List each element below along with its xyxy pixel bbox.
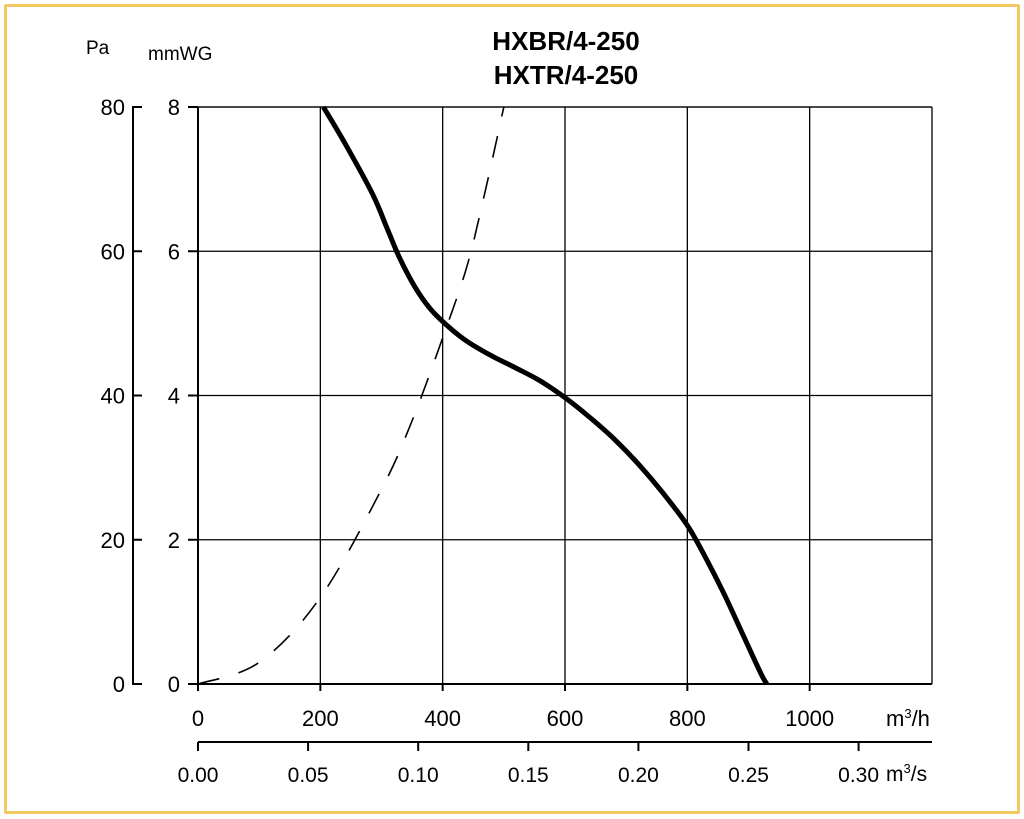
si-tick-label-6: 0.30	[838, 764, 879, 787]
flow-tick-label-3: 600	[547, 706, 584, 731]
chart-title-line-2: HXTR/4-250	[494, 60, 639, 90]
x-flow-unit-superscript: 3	[904, 706, 911, 721]
pa-tick-label-1: 20	[101, 528, 125, 553]
mmwg-tick-label-3: 6	[168, 239, 180, 264]
flow-tick-label-2: 400	[424, 706, 461, 731]
flow-tick-label-0: 0	[192, 706, 204, 731]
pa-tick-label-0: 0	[113, 672, 125, 697]
flow-tick-label-4: 800	[669, 706, 706, 731]
si-tick-label-0: 0.00	[178, 764, 219, 787]
x-si-unit-superscript: 3	[904, 761, 911, 776]
x-si-unit-suffix: /s	[911, 763, 927, 786]
fan-performance-curve	[321, 105, 770, 686]
x-axis-flow-unit: m3/h	[886, 706, 930, 731]
mmwg-tick-label-1: 2	[168, 528, 180, 553]
x-flow-unit-text: m	[886, 706, 904, 731]
flow-tick-label-1: 200	[302, 706, 339, 731]
chart-frame	[4, 4, 1020, 814]
si-tick-label-5: 0.25	[728, 764, 769, 787]
pa-tick-label-4: 80	[101, 95, 125, 120]
si-tick-label-3: 0.15	[508, 764, 549, 787]
si-tick-label-2: 0.10	[398, 764, 439, 787]
system-curve-dashed	[197, 106, 505, 685]
series-layer	[197, 105, 770, 686]
y-axis-pa-label: Pa	[86, 38, 110, 59]
y-axis-mmwg-label: mmWG	[148, 44, 212, 65]
x-flow-unit-suffix: /h	[912, 706, 930, 731]
axes	[132, 106, 933, 751]
x-si-unit-text: m	[886, 763, 904, 786]
pa-tick-label-2: 40	[101, 384, 125, 409]
chart-title-line-1: HXBR/4-250	[492, 26, 639, 56]
si-tick-label-1: 0.05	[288, 764, 329, 787]
pa-tick-label-3: 60	[101, 239, 125, 264]
flow-tick-label-5: 1000	[785, 706, 834, 731]
si-tick-label-4: 0.20	[618, 764, 659, 787]
x-axis-si-unit: m3/s	[886, 761, 927, 786]
mmwg-tick-label-0: 0	[168, 672, 180, 697]
mmwg-tick-label-4: 8	[168, 95, 180, 120]
mmwg-tick-label-2: 4	[168, 384, 180, 409]
